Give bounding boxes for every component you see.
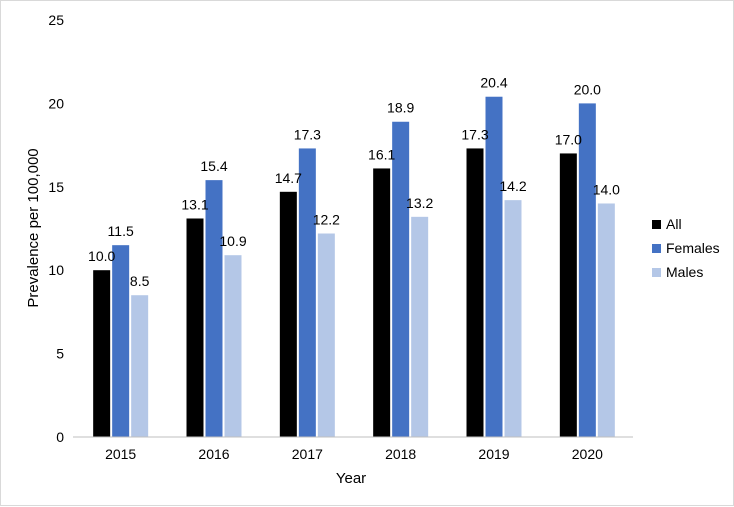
data-label-all-2018: 16.1 [368, 146, 395, 162]
bar-females-2015 [112, 245, 130, 437]
data-label-males-2016: 10.9 [219, 233, 246, 249]
data-label-females-2018: 18.9 [387, 100, 414, 116]
bar-females-2016 [205, 180, 223, 438]
x-tick-label: 2017 [292, 446, 323, 462]
bar-males-2016 [224, 255, 242, 437]
x-tick-label: 2015 [105, 446, 136, 462]
bar-all-2017 [279, 191, 297, 437]
data-label-females-2020: 20.0 [574, 81, 601, 97]
legend-label-females: Females [666, 240, 720, 256]
legend-swatch-males [652, 268, 661, 277]
bars [93, 96, 615, 438]
x-axis-ticks: 2015 2016 2017 2018 2019 2020 [105, 446, 603, 462]
data-label-males-2020: 14.0 [593, 181, 620, 197]
bar-all-2020 [559, 153, 577, 437]
data-labels: 10.0 11.5 8.5 13.1 15.4 10.9 14.7 17.3 12.2 16.1 1… [88, 75, 620, 289]
y-tick-label: 5 [56, 346, 64, 362]
data-label-females-2016: 15.4 [200, 158, 227, 174]
y-axis-title: Prevalence per 100,000 [25, 148, 42, 307]
legend-swatch-all [652, 220, 661, 229]
bar-males-2019 [504, 200, 522, 437]
bar-all-2018 [373, 168, 391, 437]
bar-females-2020 [578, 103, 596, 438]
data-label-females-2015: 11.5 [108, 223, 134, 239]
bar-females-2017 [298, 148, 316, 437]
data-label-all-2016: 13.1 [181, 196, 208, 212]
y-tick-label: 20 [48, 95, 64, 111]
data-label-males-2015: 8.5 [130, 273, 150, 289]
x-axis-title: Year [336, 470, 366, 487]
data-label-females-2019: 20.4 [480, 75, 507, 91]
legend-label-all: All [666, 216, 682, 232]
bar-all-2016 [186, 218, 204, 437]
data-label-all-2017: 14.7 [275, 170, 302, 186]
bar-males-2018 [411, 216, 429, 437]
y-axis-ticks: 0 5 10 15 20 25 [48, 12, 64, 445]
legend-label-males: Males [666, 264, 703, 280]
y-tick-label: 0 [56, 429, 64, 445]
y-tick-label: 25 [48, 12, 64, 28]
bar-all-2019 [466, 148, 484, 437]
data-label-all-2015: 10.0 [88, 248, 115, 264]
y-tick-label: 15 [48, 179, 64, 195]
data-label-males-2019: 14.2 [499, 178, 526, 194]
x-tick-label: 2020 [572, 446, 603, 462]
bar-females-2019 [485, 96, 503, 437]
x-tick-label: 2018 [385, 446, 416, 462]
y-tick-label: 10 [48, 262, 64, 278]
bar-males-2017 [317, 233, 335, 437]
data-label-males-2017: 12.2 [313, 212, 340, 228]
data-label-females-2017: 17.3 [294, 126, 321, 142]
bar-males-2015 [131, 295, 149, 437]
legend: All Females Males [652, 216, 720, 280]
data-label-males-2018: 13.2 [406, 195, 433, 211]
bar-all-2015 [93, 270, 111, 437]
x-tick-label: 2016 [198, 446, 229, 462]
bar-females-2018 [392, 121, 410, 438]
data-label-all-2020: 17.0 [555, 131, 582, 147]
bar-males-2020 [597, 203, 615, 437]
legend-swatch-females [652, 244, 661, 253]
x-tick-label: 2019 [478, 446, 509, 462]
data-label-all-2019: 17.3 [461, 126, 488, 142]
